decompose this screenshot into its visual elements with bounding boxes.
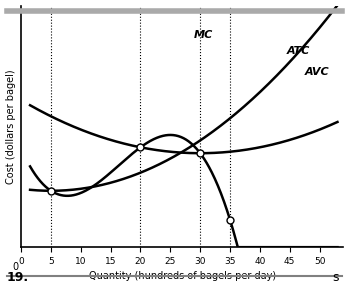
Y-axis label: Cost (dollars per bagel): Cost (dollars per bagel) [6,69,16,184]
Text: 0: 0 [12,262,18,272]
Text: ATC: ATC [287,46,310,56]
Text: MC: MC [194,30,213,40]
Text: AVC: AVC [305,67,329,77]
X-axis label: Quantity (hundreds of bagels per day): Quantity (hundreds of bagels per day) [89,272,276,282]
Text: s: s [332,271,339,284]
Text: 19.: 19. [7,271,29,284]
